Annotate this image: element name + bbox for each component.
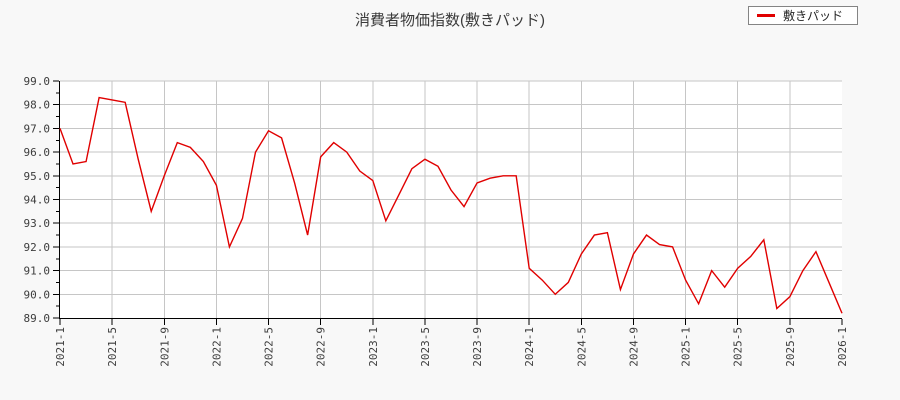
y-tick-label: 93.0 [24,217,51,230]
axes [59,81,842,319]
y-tick-label: 96.0 [24,146,51,159]
x-tick-label: 2025-1 [680,327,693,367]
legend: 敷きパッド [748,6,858,25]
x-tick-label: 2023-9 [471,327,484,367]
y-tick-label: 98.0 [24,99,51,112]
x-tick-label: 2021-9 [158,327,171,367]
y-tick-labels: 89.0 90.0 91.0 92.0 93.0 94.0 95.0 96.0 97.0 98.0… [24,75,51,325]
y-tick-label: 99.0 [24,75,51,88]
chart-title: 消費者物価指数(敷きパッド) [355,12,545,29]
x-tick-label: 2025-5 [732,327,745,367]
y-tick-label: 91.0 [24,265,51,278]
axis-ticks [53,80,843,325]
series-line [59,96,843,314]
y-tick-label: 89.0 [24,312,51,325]
x-tick-label: 2021-5 [106,327,119,367]
x-tick-label: 2022-1 [210,327,223,367]
y-tick-label: 92.0 [24,241,51,254]
x-tick-label: 2025-9 [784,327,797,367]
legend-line-sample [757,14,775,17]
x-tick-label: 2024-5 [575,327,588,367]
x-tick-label: 2023-5 [419,327,432,367]
x-tick-label: 2022-9 [315,327,328,367]
y-tick-label: 95.0 [24,170,51,183]
x-tick-label: 2024-9 [628,327,641,367]
gridlines [60,80,842,318]
x-tick-label: 2026-1 [836,327,849,367]
x-tick-labels: 2021-1 2021-5 2021-9 2022-1 2022-5 2022-9 2023… [54,327,849,367]
x-tick-label: 2023-1 [367,327,380,367]
x-tick-label: 2024-1 [523,327,536,367]
legend-label: 敷きパッド [783,9,844,23]
x-tick-label: 2021-1 [54,327,67,367]
x-tick-label: 2022-5 [263,327,276,367]
y-tick-label: 94.0 [24,194,51,207]
y-tick-label: 90.0 [24,288,51,301]
y-tick-label: 97.0 [24,122,51,135]
